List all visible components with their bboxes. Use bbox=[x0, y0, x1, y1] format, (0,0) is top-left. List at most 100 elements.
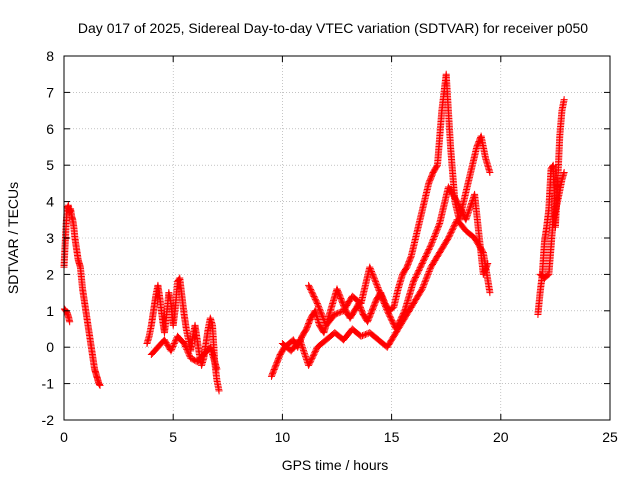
data-point bbox=[317, 310, 325, 318]
data-point bbox=[419, 284, 427, 292]
data-point bbox=[371, 276, 379, 284]
y-tick-label: -1 bbox=[42, 376, 55, 392]
data-point bbox=[297, 340, 305, 348]
data-point bbox=[314, 301, 322, 309]
x-tick-label: 10 bbox=[275, 429, 291, 445]
data-point bbox=[95, 380, 103, 388]
data-point bbox=[66, 318, 74, 326]
data-point bbox=[462, 216, 470, 224]
data-point bbox=[400, 308, 408, 316]
data-point bbox=[381, 301, 389, 309]
x-tick-label: 15 bbox=[384, 429, 400, 445]
data-point bbox=[465, 207, 473, 215]
data-point bbox=[185, 351, 193, 359]
x-tick-label: 0 bbox=[60, 429, 68, 445]
data-point bbox=[370, 273, 378, 281]
data-point bbox=[366, 263, 374, 271]
data-point bbox=[313, 298, 321, 306]
data-point bbox=[483, 261, 491, 269]
data-point bbox=[183, 345, 191, 353]
data-point bbox=[383, 305, 391, 313]
data-point bbox=[560, 96, 568, 104]
y-axis-label: SDTVAR / TECUs bbox=[5, 182, 21, 294]
data-point bbox=[432, 230, 440, 238]
data-point bbox=[425, 269, 433, 277]
y-tick-label: 7 bbox=[46, 84, 54, 100]
data-point bbox=[368, 269, 376, 277]
data-point bbox=[360, 331, 368, 339]
data-point bbox=[426, 266, 434, 274]
data-point bbox=[302, 354, 310, 362]
data-point bbox=[463, 211, 471, 219]
data-point bbox=[169, 342, 177, 350]
data-point bbox=[560, 168, 568, 176]
data-point bbox=[357, 332, 365, 340]
data-point bbox=[95, 381, 103, 389]
data-point bbox=[464, 208, 472, 216]
data-point bbox=[430, 233, 438, 241]
data-point bbox=[337, 308, 345, 316]
chart-title: Day 017 of 2025, Sidereal Day-to-day VTE… bbox=[78, 20, 588, 36]
data-point bbox=[185, 350, 193, 358]
data-point bbox=[373, 282, 381, 290]
data-series bbox=[147, 332, 221, 373]
data-point bbox=[298, 342, 306, 350]
data-series bbox=[305, 183, 492, 333]
data-series bbox=[536, 168, 568, 282]
data-point bbox=[378, 294, 386, 302]
data-point bbox=[296, 337, 304, 345]
data-point bbox=[463, 213, 471, 221]
data-point bbox=[370, 275, 378, 283]
data-point bbox=[429, 235, 437, 243]
y-tick-label: 3 bbox=[46, 230, 54, 246]
data-point bbox=[377, 291, 385, 299]
data-point bbox=[375, 286, 383, 294]
data-point bbox=[335, 309, 343, 317]
data-point bbox=[431, 231, 439, 239]
data-point bbox=[426, 243, 434, 251]
y-tick-label: 8 bbox=[46, 48, 54, 64]
data-point bbox=[377, 292, 385, 300]
data-point bbox=[486, 168, 494, 176]
data-point bbox=[361, 330, 369, 338]
data-point bbox=[374, 284, 382, 292]
data-point bbox=[425, 267, 433, 275]
data-point bbox=[367, 266, 375, 274]
x-tick-label: 25 bbox=[602, 429, 618, 445]
data-point bbox=[180, 340, 188, 348]
data-point bbox=[429, 237, 437, 245]
data-point bbox=[297, 339, 305, 347]
data-point bbox=[464, 210, 472, 218]
data-point bbox=[372, 278, 380, 286]
data-point bbox=[374, 285, 382, 293]
x-tick-label: 5 bbox=[169, 429, 177, 445]
data-point bbox=[434, 222, 442, 230]
data-point bbox=[170, 340, 178, 348]
data-point bbox=[462, 214, 470, 222]
data-point bbox=[376, 288, 384, 296]
data-point bbox=[424, 270, 432, 278]
data-point bbox=[484, 259, 492, 267]
data-point bbox=[376, 289, 384, 297]
data-point bbox=[167, 347, 175, 355]
data-point bbox=[423, 273, 431, 281]
data-point bbox=[332, 310, 340, 318]
data-point bbox=[299, 345, 307, 353]
data-point bbox=[373, 281, 381, 289]
data-point bbox=[331, 310, 339, 318]
data-point bbox=[334, 309, 342, 317]
data-point bbox=[435, 221, 443, 229]
data-points bbox=[60, 70, 568, 395]
data-point bbox=[298, 343, 306, 351]
data-point bbox=[318, 311, 326, 319]
data-point bbox=[430, 234, 438, 242]
data-point bbox=[300, 349, 308, 357]
data-point bbox=[427, 240, 435, 248]
data-point bbox=[379, 297, 387, 305]
data-point bbox=[184, 348, 192, 356]
data-point bbox=[316, 307, 324, 315]
data-point bbox=[381, 302, 389, 310]
x-tick-label: 20 bbox=[493, 429, 509, 445]
data-point bbox=[369, 270, 377, 278]
